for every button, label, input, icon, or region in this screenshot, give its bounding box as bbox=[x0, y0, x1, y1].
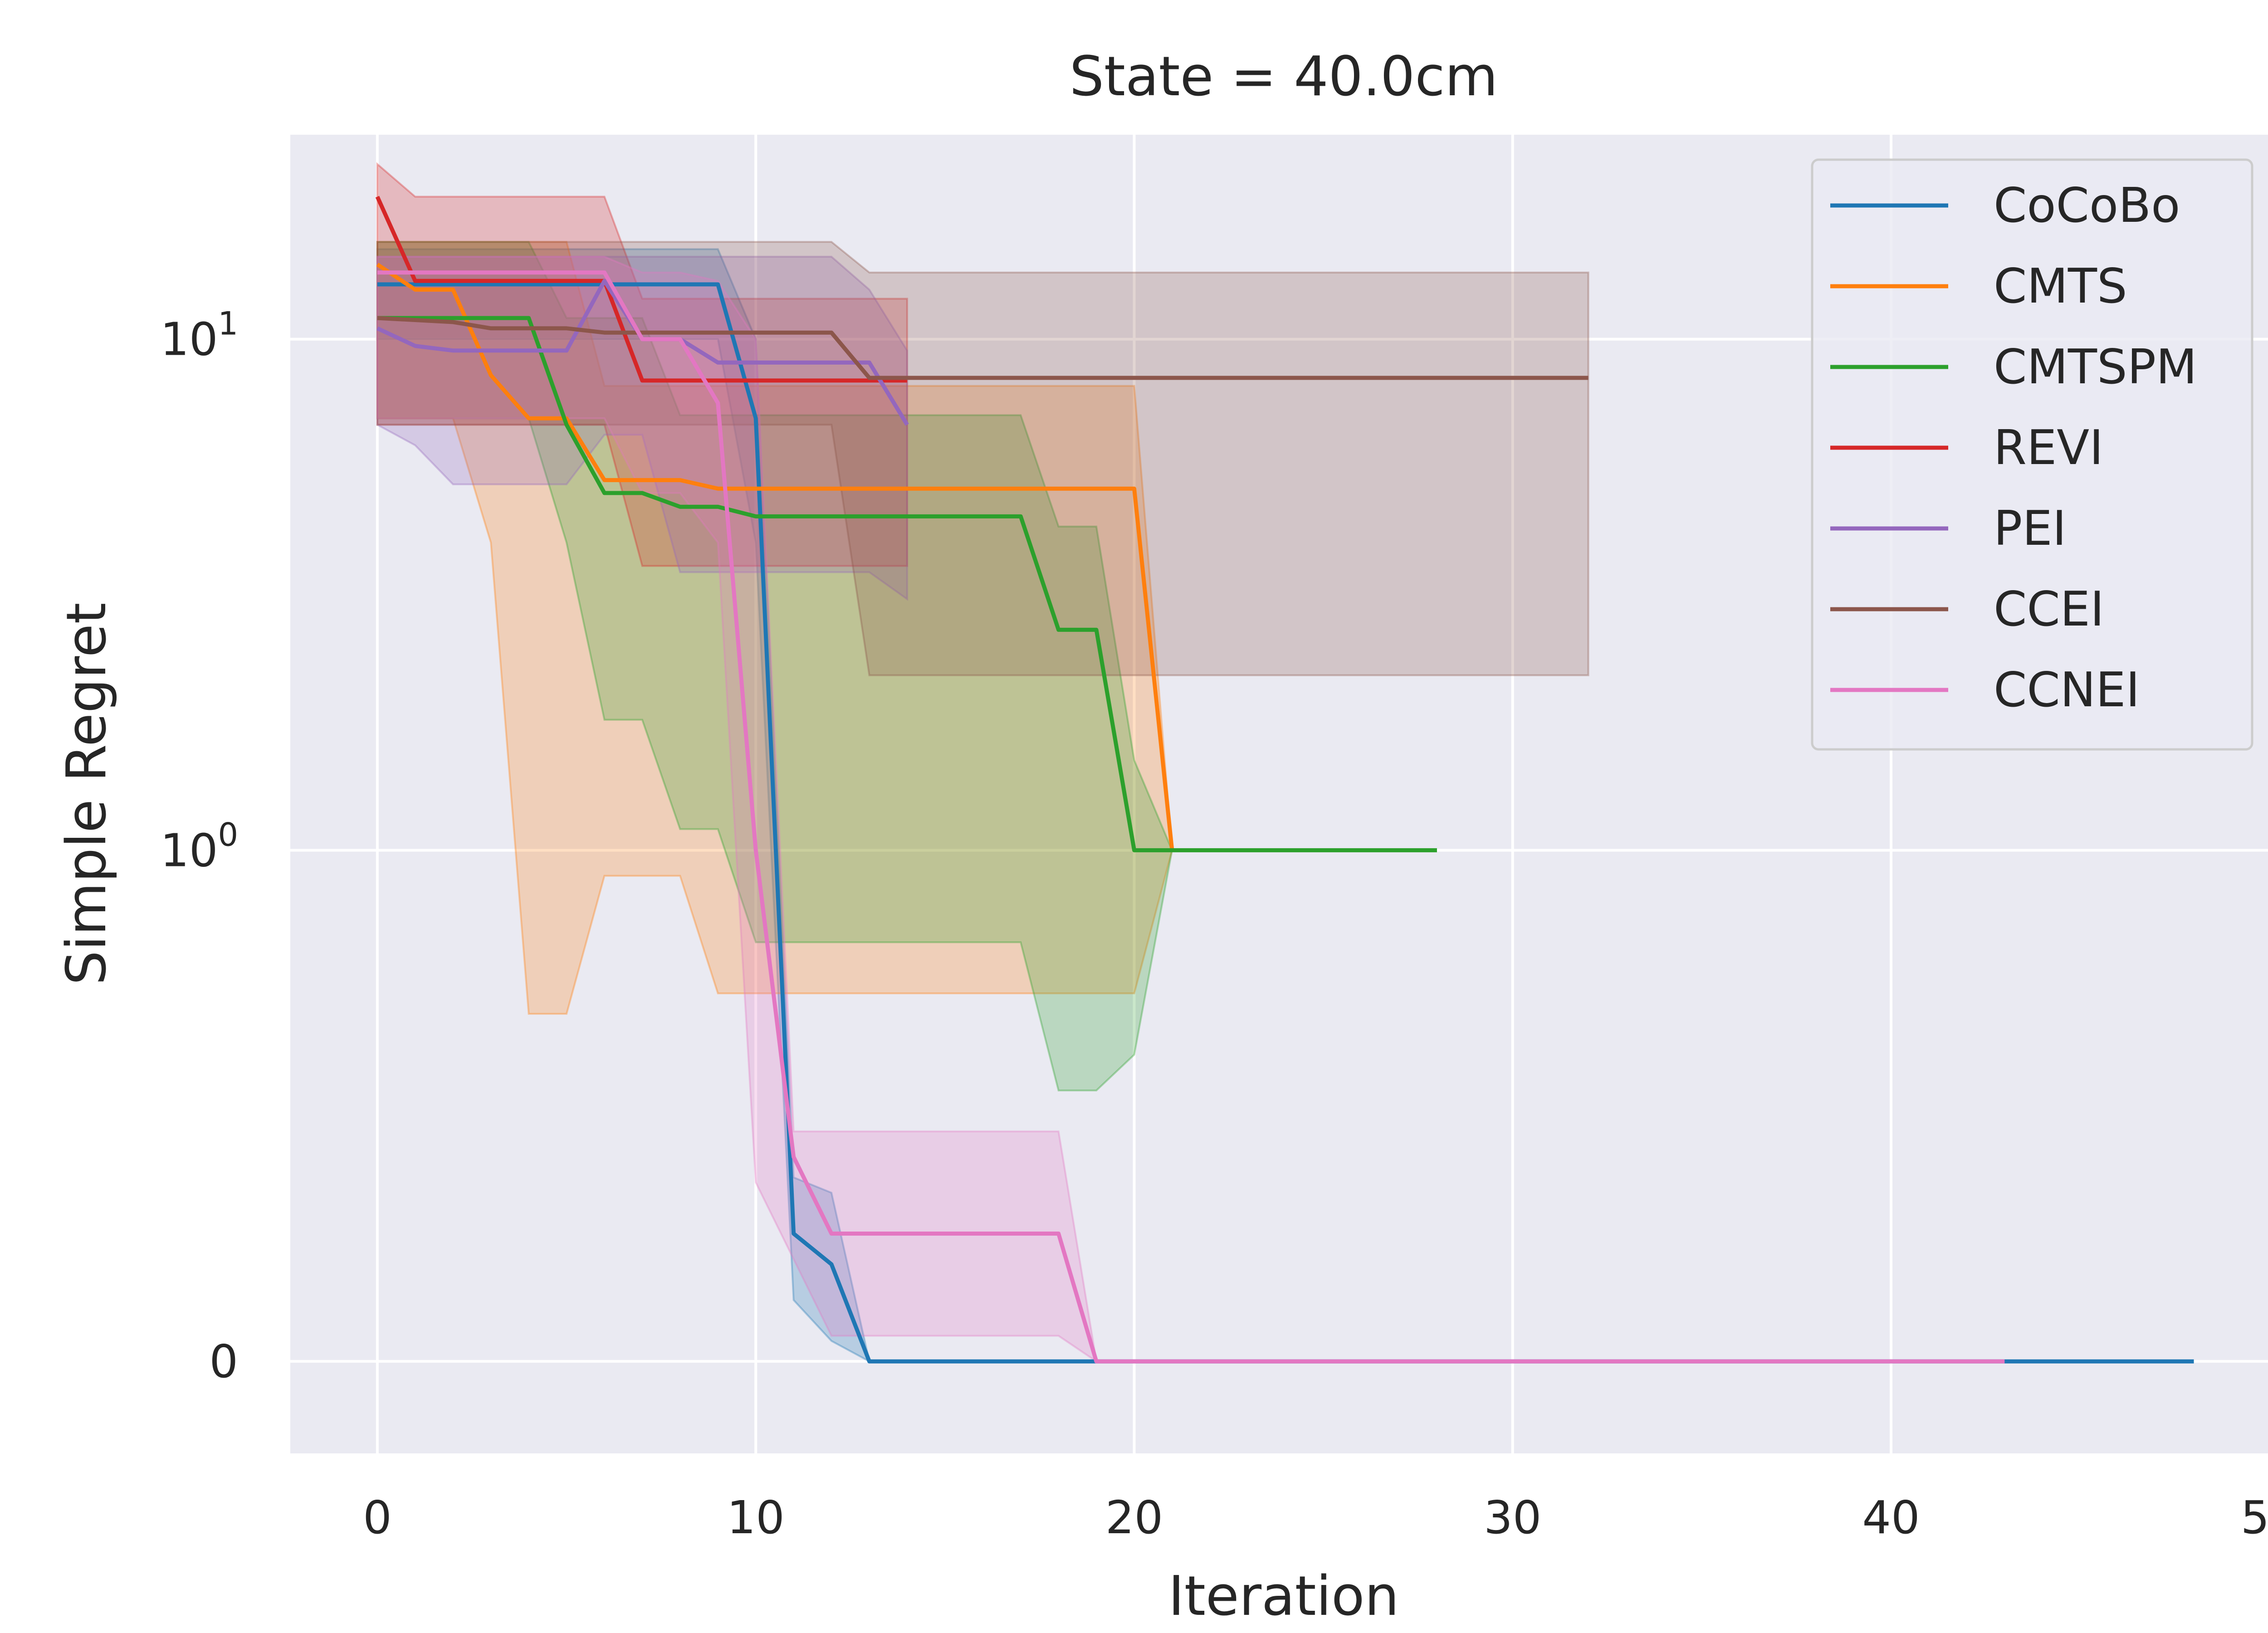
legend-label: CCEI bbox=[1994, 582, 2104, 637]
legend-box bbox=[1811, 158, 2253, 751]
y-tick-label: 100 bbox=[160, 816, 238, 877]
legend-label: CMTSPM bbox=[1994, 339, 2197, 395]
x-tick-label: 10 bbox=[727, 1491, 785, 1544]
legend: CoCoBo CMTS CMTSPM REVI PEI CCEI CCNEI bbox=[1811, 158, 2253, 751]
x-tick-labels: 0 10 20 30 40 50 bbox=[363, 1491, 2268, 1544]
line-cmtspm bbox=[377, 316, 1437, 852]
x-tick-label: 40 bbox=[1862, 1491, 1920, 1544]
x-tick-label: 20 bbox=[1105, 1491, 1163, 1544]
line-ccei bbox=[377, 316, 1589, 380]
x-axis-label: Iteration bbox=[1168, 1565, 1399, 1628]
band-cmtspm bbox=[376, 241, 1173, 1091]
x-tick-label: 50 bbox=[2241, 1491, 2268, 1544]
y-tick-labels: 0 100 101 bbox=[160, 305, 238, 1388]
chart-title: State = 40.0cm bbox=[1070, 45, 1498, 108]
y-tick-label: 0 bbox=[209, 1335, 238, 1388]
x-tick-label: 0 bbox=[363, 1491, 392, 1544]
legend-items: CoCoBo CMTS CMTSPM REVI PEI CCEI CCNEI bbox=[1830, 178, 2197, 718]
legend-label: CMTS bbox=[1994, 259, 2127, 314]
legend-label: CCNEI bbox=[1994, 662, 2140, 718]
y-axis-label: Simple Regret bbox=[55, 602, 118, 985]
band-pei bbox=[376, 255, 908, 601]
legend-label: REVI bbox=[1994, 420, 2103, 475]
x-tick-label: 30 bbox=[1484, 1491, 1541, 1544]
line-cocobo bbox=[377, 282, 2194, 1364]
line-cmts bbox=[376, 263, 1174, 851]
band-revi bbox=[376, 162, 908, 567]
y-tick-label: 101 bbox=[160, 305, 238, 366]
legend-label: PEI bbox=[1994, 501, 2067, 556]
line-revi bbox=[375, 196, 907, 383]
band-ccei bbox=[376, 241, 1589, 676]
series-lines bbox=[375, 196, 2194, 1364]
line-ccnei bbox=[377, 270, 2005, 1364]
legend-label: CoCoBo bbox=[1994, 178, 2180, 233]
